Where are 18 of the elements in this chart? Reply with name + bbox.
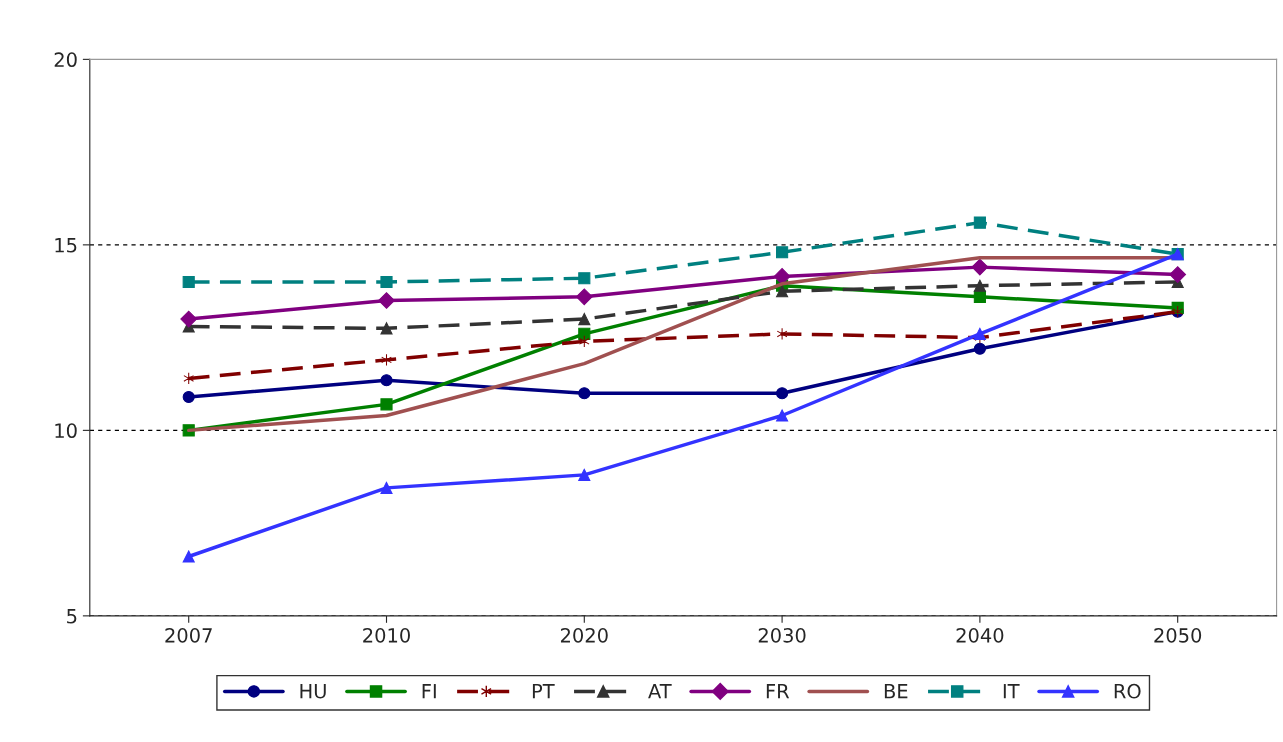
x-tick-label: 2050 [1154, 628, 1202, 643]
legend-label: AT [648, 684, 672, 699]
y-tick-label: 5 [67, 609, 77, 624]
legend-label: IT [1003, 684, 1020, 699]
y-tick-label: 10 [55, 423, 77, 439]
legend-label: FI [422, 684, 436, 699]
x-tick-label: 2030 [758, 628, 806, 643]
legend-label: FR [766, 684, 790, 699]
legend-label: PT [532, 684, 555, 699]
x-tick-label: 2040 [956, 628, 1004, 643]
x-tick-label: 2010 [363, 628, 410, 643]
x-tick-label: 2007 [165, 628, 212, 643]
legend-label: RO [1114, 683, 1141, 699]
x-tick-label: 2020 [560, 628, 608, 643]
y-tick-label: 20 [54, 52, 77, 68]
legend-label: HU [300, 684, 326, 699]
y-tick-label: 15 [55, 238, 77, 253]
legend-label: BE [884, 684, 908, 699]
